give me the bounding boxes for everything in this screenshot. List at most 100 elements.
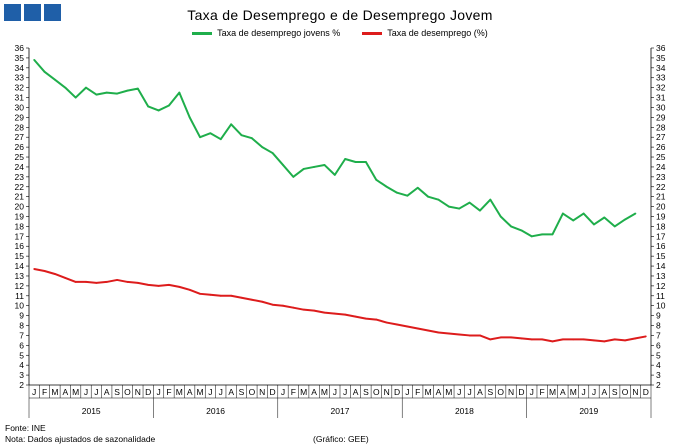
- data-point-youth: [551, 233, 554, 236]
- data-point-youth: [188, 116, 191, 119]
- data-point-youth: [416, 186, 419, 189]
- y-tick-label-right: 23: [656, 172, 666, 182]
- month-label: M: [72, 387, 79, 397]
- data-point-youth: [85, 86, 87, 89]
- data-point-youth: [240, 134, 243, 137]
- month-label: N: [259, 387, 265, 397]
- month-label: J: [592, 387, 596, 397]
- y-tick-label-left: 11: [15, 291, 24, 301]
- data-point-total: [593, 339, 595, 342]
- data-point-total: [85, 281, 87, 283]
- chart-credit: (Gráfico: GEE): [313, 434, 369, 444]
- data-point-youth: [396, 191, 398, 194]
- month-label: J: [530, 387, 534, 397]
- data-point-youth: [510, 225, 512, 228]
- data-point-youth: [313, 166, 315, 168]
- month-label: O: [124, 387, 131, 397]
- y-tick-label-right: 24: [656, 162, 666, 172]
- month-label: J: [343, 387, 347, 397]
- data-point-youth: [427, 195, 430, 198]
- data-point-youth: [292, 175, 295, 178]
- month-label: N: [632, 387, 638, 397]
- y-tick-label-right: 30: [656, 102, 666, 112]
- y-tick-label-left: 8: [19, 321, 24, 331]
- legend-swatch-youth: [192, 31, 213, 35]
- data-point-total: [250, 298, 253, 301]
- data-point-youth: [375, 178, 378, 181]
- y-tick-label-left: 29: [15, 112, 25, 122]
- y-tick-label-right: 14: [656, 261, 666, 271]
- y-tick-label-left: 28: [15, 122, 25, 132]
- data-point-total: [240, 296, 243, 299]
- data-point-total: [199, 292, 201, 295]
- y-tick-label-left: 35: [15, 53, 25, 63]
- y-tick-label-left: 3: [19, 370, 24, 380]
- logo-block: [4, 4, 21, 21]
- data-point-youth: [271, 152, 274, 154]
- data-point-youth: [209, 132, 212, 135]
- month-label: F: [291, 387, 296, 397]
- data-point-youth: [437, 198, 440, 201]
- data-point-total: [437, 331, 440, 334]
- data-point-total: [136, 282, 139, 284]
- data-point-youth: [489, 198, 492, 201]
- month-label: S: [239, 387, 245, 397]
- data-point-total: [458, 333, 461, 336]
- month-label: D: [518, 387, 524, 397]
- y-tick-label-left: 36: [15, 43, 25, 53]
- data-point-youth: [178, 91, 181, 94]
- month-label: N: [384, 387, 390, 397]
- y-tick-label-right: 11: [656, 291, 665, 301]
- data-point-total: [74, 281, 77, 283]
- y-tick-label-right: 33: [656, 73, 666, 83]
- data-point-total: [385, 321, 388, 324]
- logo-block: [24, 4, 41, 21]
- month-label: J: [405, 387, 409, 397]
- month-label: J: [156, 387, 160, 397]
- month-label: D: [394, 387, 400, 397]
- data-point-youth: [468, 201, 471, 204]
- adjustment-note: Nota: Dados ajustados de sazonalidade: [5, 434, 156, 444]
- y-tick-label-left: 13: [15, 271, 25, 281]
- chart-legend: Taxa de desemprego jovens % Taxa de dese…: [0, 28, 680, 38]
- data-point-youth: [603, 216, 606, 219]
- y-tick-label-right: 5: [656, 350, 661, 360]
- month-label: A: [436, 387, 442, 397]
- y-tick-label-right: 15: [656, 251, 666, 261]
- data-point-total: [561, 338, 564, 341]
- month-label: M: [425, 387, 432, 397]
- month-label: J: [333, 387, 337, 397]
- y-tick-label-left: 15: [15, 251, 25, 261]
- data-point-total: [219, 294, 222, 297]
- y-tick-label-right: 8: [656, 321, 661, 331]
- y-tick-label-right: 13: [656, 271, 666, 281]
- data-point-youth: [302, 168, 305, 170]
- data-point-youth: [282, 164, 284, 166]
- data-point-total: [292, 306, 295, 309]
- y-tick-label-right: 3: [656, 370, 661, 380]
- data-point-total: [209, 293, 212, 296]
- data-point-total: [333, 312, 336, 315]
- y-tick-label-left: 16: [15, 241, 25, 251]
- legend-label-youth: Taxa de desemprego jovens %: [217, 28, 341, 38]
- month-label: J: [457, 387, 461, 397]
- data-point-total: [447, 332, 450, 335]
- y-tick-label-right: 18: [656, 221, 666, 231]
- data-point-total: [230, 294, 233, 297]
- y-tick-label-left: 34: [15, 63, 25, 73]
- month-label: J: [467, 387, 471, 397]
- data-point-youth: [147, 105, 150, 108]
- data-point-total: [313, 309, 315, 312]
- data-point-youth: [344, 158, 347, 160]
- y-tick-label-left: 9: [19, 311, 24, 321]
- data-point-youth: [219, 138, 222, 141]
- data-point-youth: [136, 87, 139, 90]
- data-point-total: [499, 336, 502, 339]
- data-point-youth: [323, 164, 326, 166]
- month-label: F: [166, 387, 171, 397]
- month-label: S: [612, 387, 618, 397]
- month-label: J: [84, 387, 88, 397]
- data-point-total: [489, 338, 492, 341]
- month-label: J: [281, 387, 285, 397]
- data-point-youth: [385, 185, 388, 188]
